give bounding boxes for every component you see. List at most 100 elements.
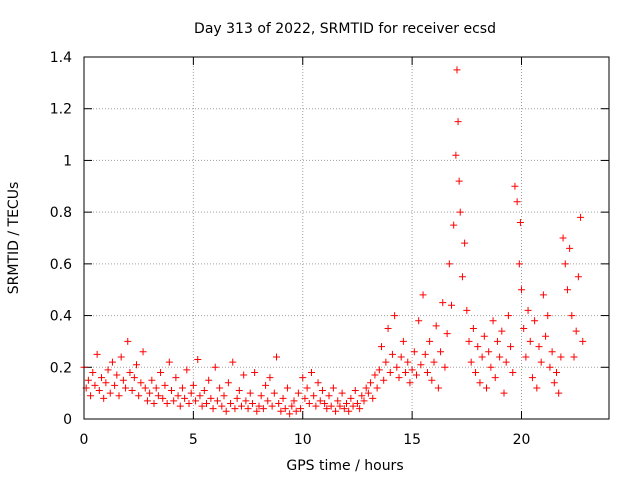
data-point <box>570 353 578 361</box>
data-point <box>568 312 576 320</box>
data-point <box>119 376 127 384</box>
data-point <box>345 407 353 415</box>
data-point <box>504 312 512 320</box>
data-point <box>176 402 184 410</box>
data-point <box>89 368 97 376</box>
data-point <box>275 399 283 407</box>
data-point <box>550 379 558 387</box>
data-point <box>198 402 206 410</box>
data-point <box>500 389 508 397</box>
data-point <box>349 402 357 410</box>
data-point <box>467 358 475 366</box>
data-point <box>509 368 517 376</box>
data-point <box>257 392 265 400</box>
data-point <box>555 389 563 397</box>
data-point <box>364 389 372 397</box>
data-point <box>288 402 296 410</box>
data-point <box>91 381 99 389</box>
data-point <box>343 399 350 407</box>
data-point <box>461 239 469 247</box>
data-point <box>522 353 530 361</box>
data-point <box>266 374 274 382</box>
data-point <box>194 356 202 364</box>
data-point <box>437 348 445 356</box>
data-point <box>185 399 193 407</box>
data-point <box>122 384 130 392</box>
data-point <box>229 358 237 366</box>
data-point <box>445 260 453 268</box>
data-point <box>124 337 132 345</box>
data-point <box>170 397 178 405</box>
data-point <box>281 405 289 413</box>
data-point <box>360 397 368 405</box>
data-point <box>196 392 204 400</box>
data-point <box>100 394 108 402</box>
x-tick-label: 5 <box>189 432 198 448</box>
data-point <box>531 317 539 325</box>
data-point <box>463 306 471 314</box>
data-point <box>154 392 162 400</box>
data-point <box>312 402 320 410</box>
data-point <box>454 118 462 126</box>
data-point <box>205 376 213 384</box>
data-point <box>213 397 221 405</box>
data-point <box>301 394 309 402</box>
data-point <box>183 366 191 374</box>
data-point <box>277 407 285 415</box>
data-point <box>476 379 484 387</box>
data-point <box>386 368 394 376</box>
data-point <box>242 397 250 405</box>
data-point <box>321 399 329 407</box>
data-point <box>270 389 278 397</box>
data-point <box>128 387 136 395</box>
data-point <box>380 376 388 384</box>
data-point <box>356 405 364 413</box>
data-point <box>325 392 333 400</box>
data-point <box>513 198 521 206</box>
y-tick-label: 0 <box>63 412 72 428</box>
y-tick-label: 0.4 <box>50 309 72 325</box>
data-point <box>189 381 197 389</box>
data-point <box>327 402 335 410</box>
data-point <box>397 353 405 361</box>
data-point <box>178 384 186 392</box>
data-point <box>533 384 541 392</box>
data-point <box>207 394 215 402</box>
x-tick-label: 15 <box>403 432 421 448</box>
data-point <box>458 273 466 281</box>
data-point <box>334 397 342 405</box>
data-point <box>150 399 158 407</box>
data-point <box>542 332 550 340</box>
data-point <box>402 368 410 376</box>
data-point <box>209 405 217 413</box>
data-point <box>157 368 165 376</box>
data-point <box>308 368 315 376</box>
data-point <box>235 387 243 395</box>
data-point <box>292 407 300 415</box>
x-tick-label: 10 <box>294 432 312 448</box>
x-tick-label: 20 <box>513 432 531 448</box>
data-point <box>498 327 506 335</box>
data-point <box>104 366 112 374</box>
data-point <box>367 379 375 387</box>
data-point <box>165 358 173 366</box>
plot-frame <box>83 56 610 420</box>
chart-title: Day 313 of 2022, SRMTID for receiver ecs… <box>194 21 496 37</box>
data-point <box>181 394 189 402</box>
data-point <box>251 368 259 376</box>
data-point <box>524 306 532 314</box>
data-point <box>432 322 440 330</box>
data-point <box>391 312 399 320</box>
data-point <box>526 337 534 345</box>
data-point <box>439 299 447 307</box>
data-point <box>557 353 565 361</box>
data-point <box>187 389 195 397</box>
data-point <box>174 392 182 400</box>
data-point <box>373 384 381 392</box>
data-point <box>516 218 524 226</box>
data-point <box>428 376 436 384</box>
data-point <box>408 366 416 374</box>
data-point <box>152 384 160 392</box>
data-point <box>126 368 134 376</box>
data-point <box>406 379 414 387</box>
